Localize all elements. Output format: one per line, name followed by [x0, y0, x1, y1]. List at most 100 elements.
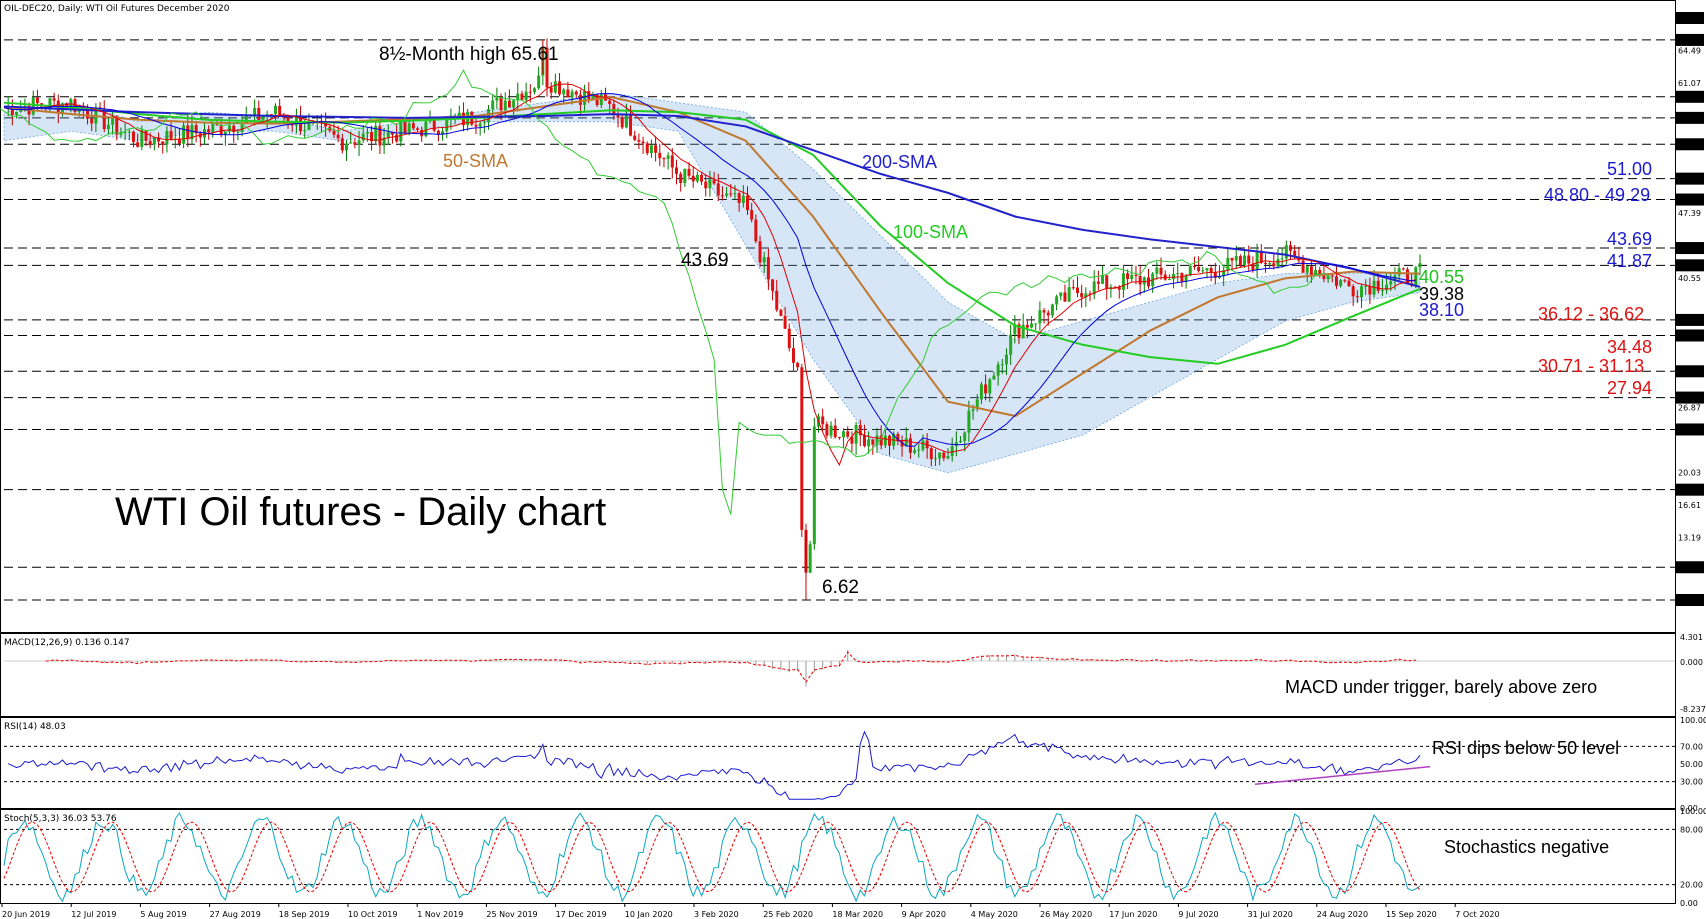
price-tick-box	[1676, 90, 1704, 103]
candle-body	[1142, 277, 1146, 285]
candle-body	[1197, 267, 1201, 271]
price-tick-box	[1676, 391, 1704, 404]
price-tick-label: 26.87	[1678, 404, 1701, 413]
candle-body	[491, 100, 495, 110]
price-tick-label: 59.62	[1678, 93, 1701, 102]
candle-body	[1272, 263, 1276, 267]
stoch-tick: 0.00	[1680, 899, 1698, 908]
candle-body	[875, 435, 879, 445]
candle-body	[182, 125, 186, 144]
candle-body	[633, 135, 637, 140]
candle-body	[1263, 262, 1267, 265]
candle-body	[1293, 250, 1297, 257]
candle-body	[679, 173, 683, 184]
macd-panel-frame	[0, 633, 1676, 717]
price-tick-label: 61.07	[1678, 79, 1701, 88]
candle-body	[624, 114, 628, 128]
candle-body	[608, 100, 612, 105]
price-tick-label: 43.69	[1678, 244, 1701, 253]
candle-body	[457, 112, 461, 118]
candle-body	[123, 131, 127, 133]
candle-body	[1042, 310, 1046, 313]
candle-body	[1046, 312, 1050, 316]
candle-body	[933, 458, 937, 460]
candle-body	[1368, 285, 1372, 295]
price-tick-label: 67.92	[1678, 14, 1701, 23]
candle-body	[1184, 275, 1188, 282]
candle-body	[1251, 263, 1255, 271]
resistance-4187-label: 41.87	[1607, 251, 1652, 271]
candle-body	[1318, 269, 1322, 276]
candle-body	[553, 81, 557, 93]
candle-body	[708, 179, 712, 189]
price-tick-box	[1676, 423, 1704, 436]
candle-body	[1364, 285, 1368, 287]
date-label: 20 Jun 2019	[2, 910, 50, 919]
candle-body	[253, 108, 257, 116]
price-tick-label: 64.49	[1678, 47, 1701, 56]
candle-body	[967, 410, 971, 433]
price-tick-label: 6.62	[1678, 596, 1696, 605]
candle-body	[1389, 281, 1393, 285]
price-tick-box	[1676, 365, 1704, 378]
candle-body	[629, 114, 633, 136]
candle-body	[1230, 257, 1234, 261]
candle-body	[131, 131, 135, 143]
candle-body	[1126, 273, 1130, 280]
chart-title: WTI Oil futures - Daily chart	[115, 490, 606, 534]
rsi-line: 100.00 70.00 50.00 30.00 0.00	[4, 716, 1706, 813]
candle-body	[800, 367, 804, 530]
candle-body	[1247, 255, 1251, 264]
candle-body	[1167, 279, 1171, 281]
macd-label: MACD(12,26,9) 0.136 0.147	[4, 638, 130, 648]
price-tick-label: 41.87	[1678, 261, 1701, 270]
candle-body	[1134, 274, 1138, 277]
candle-body	[1301, 260, 1305, 273]
candle-body	[1376, 280, 1380, 291]
candle-body	[879, 435, 883, 446]
candle-body	[975, 399, 979, 410]
candle-body	[1059, 292, 1063, 297]
candle-body	[1322, 275, 1326, 280]
date-label: 25 Nov 2019	[486, 910, 537, 919]
candle-body	[971, 409, 975, 411]
candle-body	[566, 89, 570, 98]
candle-body	[837, 437, 841, 439]
price-tick-label: 18.24	[1678, 486, 1701, 495]
candle-body	[111, 116, 115, 125]
rsi-panel-frame	[0, 717, 1676, 809]
chikou-line	[0, 69, 1333, 515]
candle-body	[499, 97, 503, 111]
candle-body	[303, 130, 307, 132]
candle-body	[929, 448, 933, 460]
price-tick-label: 27.94	[1678, 394, 1701, 403]
candle-body	[950, 446, 954, 457]
candle-body	[190, 125, 194, 140]
date-label: 10 Oct 2019	[348, 910, 397, 919]
candle-body	[783, 315, 787, 329]
candle-body	[1105, 275, 1109, 290]
candle-body	[1192, 265, 1196, 268]
candle-body	[140, 130, 144, 147]
resistance-4880-label: 48.80 - 49.29	[1544, 185, 1650, 205]
candle-body	[670, 155, 674, 168]
candle-body	[1201, 270, 1205, 272]
candle-body	[620, 117, 624, 128]
candle-body	[1284, 245, 1288, 259]
level-3810-label: 38.10	[1419, 300, 1464, 320]
kijun-line	[3, 93, 1416, 447]
candle-body	[332, 130, 336, 135]
candle-body	[979, 384, 983, 400]
candle-body	[1067, 287, 1071, 302]
stochastic-lines: 100.00 80.00 20.00 0.00	[3, 807, 1706, 908]
rsi-tick: 50.00	[1680, 760, 1703, 769]
candle-body	[395, 134, 399, 142]
candle-body	[854, 424, 858, 444]
mid-label: 43.69	[681, 250, 729, 271]
candle-body	[992, 375, 996, 380]
candle-body	[299, 116, 303, 132]
candle-body	[1255, 252, 1259, 271]
candle-body	[1222, 270, 1226, 276]
candle-body	[507, 100, 511, 108]
candle-body	[115, 116, 119, 135]
